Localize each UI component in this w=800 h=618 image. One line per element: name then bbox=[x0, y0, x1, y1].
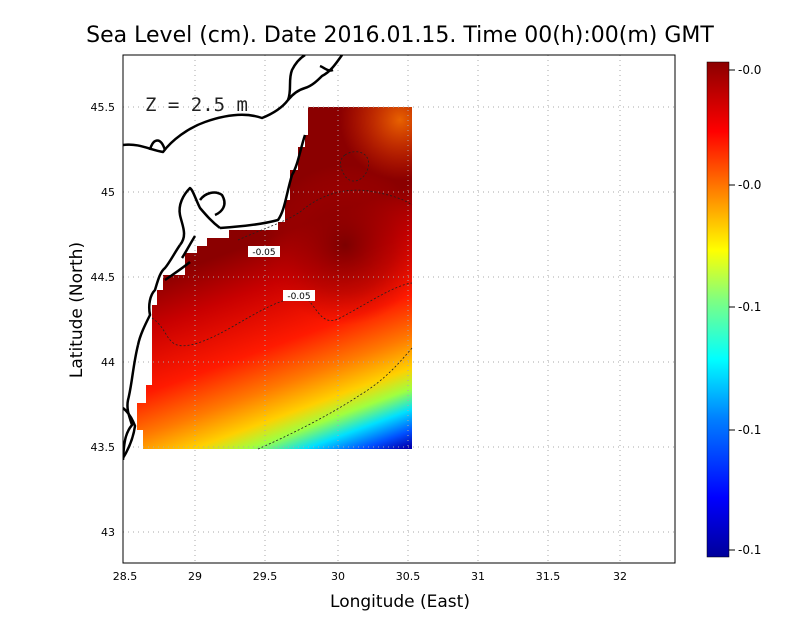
colorbar-tick-label: -0.0 bbox=[738, 63, 761, 77]
colorbar-tick-label: -0.1 bbox=[738, 300, 761, 314]
y-axis-ticks: 43 43.5 44 44.5 45 45.5 bbox=[91, 101, 116, 539]
contour-label-2: -0.05 bbox=[283, 290, 315, 302]
svg-text:-0.05: -0.05 bbox=[252, 248, 275, 258]
coastline bbox=[123, 55, 344, 461]
contour-line-1 bbox=[237, 189, 413, 241]
colorbar: -0.0 -0.0 -0.1 -0.1 -0.1 bbox=[706, 61, 761, 558]
x-tick-label: 29.5 bbox=[253, 570, 278, 583]
x-tick-label: 30.5 bbox=[396, 570, 421, 583]
x-axis-ticks: 28.5 29 29.5 30 30.5 31 31.5 32 bbox=[113, 570, 627, 583]
x-tick-label: 29 bbox=[188, 570, 202, 583]
x-tick-label: 28.5 bbox=[113, 570, 138, 583]
y-axis-label: Latitude (North) bbox=[67, 242, 87, 378]
y-tick-label: 45.5 bbox=[91, 101, 116, 114]
grid bbox=[123, 55, 675, 563]
x-tick-label: 31 bbox=[471, 570, 485, 583]
colorbar-gradient bbox=[706, 61, 730, 558]
colorbar-tick-label: -0.0 bbox=[738, 178, 761, 192]
depth-annotation: Z = 2.5 m bbox=[145, 94, 248, 116]
y-tick-label: 44 bbox=[101, 356, 115, 369]
x-axis-label: Longitude (East) bbox=[330, 592, 470, 612]
contour-loop bbox=[340, 151, 369, 182]
y-tick-label: 45 bbox=[101, 186, 115, 199]
y-tick-label: 43.5 bbox=[91, 441, 116, 454]
x-tick-label: 30 bbox=[331, 570, 345, 583]
contour-line-3 bbox=[257, 347, 413, 450]
y-tick-label: 44.5 bbox=[91, 271, 116, 284]
y-tick-label: 43 bbox=[101, 526, 115, 539]
colorbar-tick-label: -0.1 bbox=[738, 423, 761, 437]
colorbar-tick-label: -0.1 bbox=[738, 543, 761, 557]
contour-label-1: -0.05 bbox=[248, 246, 280, 258]
contour-line-2 bbox=[151, 282, 413, 347]
svg-text:-0.05: -0.05 bbox=[287, 292, 310, 302]
x-tick-label: 31.5 bbox=[536, 570, 561, 583]
plot-border bbox=[122, 54, 676, 564]
chart-title: Sea Level (cm). Date 2016.01.15. Time 00… bbox=[86, 23, 714, 48]
x-tick-label: 32 bbox=[613, 570, 627, 583]
